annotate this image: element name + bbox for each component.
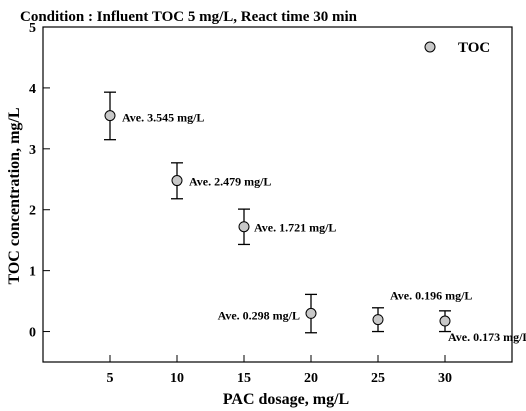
y-tick-label: 5: [29, 21, 36, 36]
y-tick-label: 4: [29, 82, 36, 97]
legend: TOC: [424, 40, 490, 56]
y-tick-label: 3: [29, 143, 36, 158]
data-points: Ave. 3.545 mg/L Ave. 2.479 mg/L Ave. 1.721…: [104, 91, 526, 344]
point-label: Ave. 1.721 mg/L: [254, 221, 336, 235]
data-point: Ave. 2.479 mg/L: [171, 162, 271, 200]
data-point: Ave. 0.173 mg/L: [439, 310, 526, 344]
legend-marker: [424, 41, 436, 53]
plot-frame: [42, 26, 513, 363]
point-label: Ave. 0.298 mg/L: [218, 308, 300, 322]
point-marker: [305, 307, 317, 319]
point-marker: [104, 110, 116, 122]
point-label: Ave. 2.479 mg/L: [189, 175, 271, 189]
y-axis-label: TOC concentration, mg/L: [6, 107, 23, 284]
point-label: Ave. 3.545 mg/L: [122, 111, 204, 125]
point-marker: [372, 314, 384, 326]
x-tick-label: 5: [107, 371, 114, 386]
y-tick-label: 1: [29, 265, 36, 280]
x-axis-label: PAC dosage, mg/L: [223, 391, 349, 408]
x-tick-label: 20: [304, 371, 318, 386]
x-tick-label: 10: [170, 371, 184, 386]
x-tick-label: 30: [438, 371, 452, 386]
point-marker: [171, 175, 183, 187]
point-marker: [238, 221, 250, 233]
data-point: Ave. 1.721 mg/L: [238, 208, 336, 246]
data-point: Ave. 3.545 mg/L: [104, 91, 204, 141]
point-marker: [439, 315, 451, 327]
legend-label: TOC: [458, 40, 490, 56]
data-point: Ave. 0.196 mg/L: [372, 289, 472, 333]
y-axis: 0 1 2 3 4 5: [29, 21, 50, 341]
y-tick-label: 2: [29, 204, 36, 219]
x-tick-label: 25: [371, 371, 385, 386]
x-tick-label: 15: [237, 371, 251, 386]
y-tick-label: 0: [29, 326, 36, 341]
chart-title: Condition : Influent TOC 5 mg/L, React t…: [20, 9, 358, 25]
point-label: Ave. 0.173 mg/L: [448, 330, 526, 344]
point-label: Ave. 0.196 mg/L: [390, 289, 472, 303]
data-point: Ave. 0.298 mg/L: [218, 293, 317, 334]
x-axis: 5 10 15 20 25 30: [107, 355, 452, 386]
